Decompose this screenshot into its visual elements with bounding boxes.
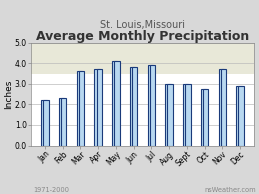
Text: nsWeather.com: nsWeather.com <box>205 187 256 193</box>
Bar <box>59 98 64 146</box>
Bar <box>61 98 66 146</box>
Bar <box>31 43 254 74</box>
Bar <box>201 89 206 146</box>
Bar <box>114 61 120 146</box>
Y-axis label: Inches: Inches <box>4 79 13 109</box>
Bar <box>97 69 102 146</box>
Bar <box>148 65 153 146</box>
Bar <box>185 84 191 146</box>
Bar <box>41 100 47 146</box>
Bar <box>132 67 137 146</box>
Bar <box>130 67 135 146</box>
Text: 1971-2000: 1971-2000 <box>34 187 70 193</box>
Bar <box>168 84 173 146</box>
Bar <box>183 84 188 146</box>
Bar <box>79 71 84 146</box>
Bar <box>219 69 224 146</box>
Bar <box>165 84 171 146</box>
Bar <box>203 89 208 146</box>
Text: St. Louis,Missouri: St. Louis,Missouri <box>100 20 185 30</box>
Bar <box>43 100 49 146</box>
Bar <box>221 69 226 146</box>
Bar <box>236 86 242 146</box>
Bar <box>238 86 244 146</box>
Bar <box>112 61 117 146</box>
Bar <box>77 71 82 146</box>
Bar <box>150 65 155 146</box>
Bar <box>94 69 100 146</box>
Title: Average Monthly Precipitation: Average Monthly Precipitation <box>36 30 249 43</box>
